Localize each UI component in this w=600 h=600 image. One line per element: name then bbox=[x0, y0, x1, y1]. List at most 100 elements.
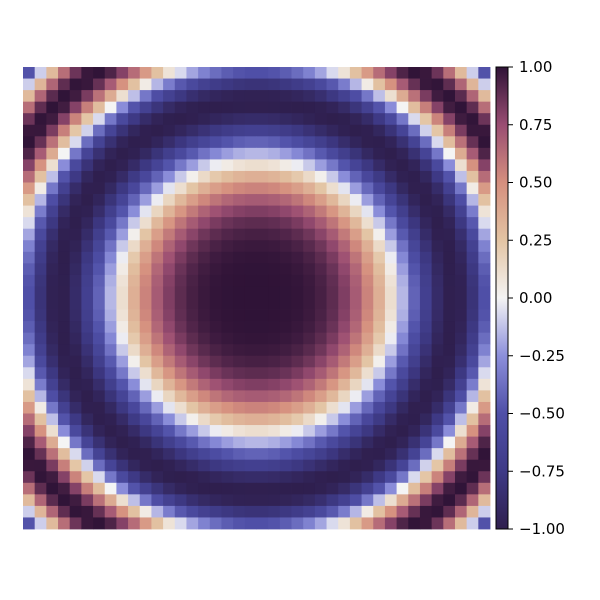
heatmap-cell bbox=[466, 286, 479, 299]
heatmap-cell bbox=[396, 205, 409, 218]
heatmap-cell bbox=[408, 413, 421, 426]
heatmap-cell bbox=[198, 194, 211, 206]
heatmap-cell bbox=[174, 159, 187, 172]
heatmap-cell bbox=[396, 274, 409, 287]
heatmap-cell bbox=[221, 67, 234, 79]
heatmap-cell bbox=[233, 425, 246, 437]
heatmap-cell bbox=[104, 425, 117, 437]
heatmap-cell bbox=[396, 505, 409, 518]
heatmap-cell bbox=[174, 113, 187, 126]
heatmap-cell bbox=[314, 263, 327, 276]
heatmap-cell bbox=[128, 147, 141, 160]
heatmap-cell bbox=[198, 136, 211, 149]
heatmap-cell bbox=[233, 459, 246, 472]
heatmap-cell bbox=[244, 274, 257, 287]
heatmap-cell bbox=[396, 228, 409, 241]
heatmap-cell bbox=[69, 159, 82, 172]
heatmap-cell bbox=[81, 378, 94, 391]
heatmap-cell bbox=[454, 90, 468, 103]
heatmap-cell bbox=[268, 113, 281, 126]
heatmap-cell bbox=[408, 355, 421, 368]
heatmap-cell bbox=[303, 390, 316, 403]
heatmap-cell bbox=[279, 332, 292, 345]
heatmap-cell bbox=[116, 90, 129, 103]
heatmap-cell bbox=[268, 159, 281, 172]
heatmap-cell bbox=[454, 436, 468, 449]
heatmap-cell bbox=[151, 309, 164, 322]
heatmap-cell bbox=[221, 147, 234, 160]
heatmap-cell bbox=[443, 251, 456, 264]
heatmap-cell bbox=[408, 90, 421, 103]
heatmap-cell bbox=[186, 448, 199, 461]
heatmap-cell bbox=[384, 147, 398, 160]
heatmap-cell bbox=[23, 67, 36, 79]
heatmap-cell bbox=[46, 101, 59, 114]
heatmap-cell bbox=[58, 240, 71, 253]
heatmap-cell bbox=[361, 240, 374, 253]
heatmap-cell bbox=[454, 471, 468, 484]
heatmap-cell bbox=[466, 425, 479, 437]
heatmap-cell bbox=[233, 194, 246, 206]
heatmap-cell bbox=[349, 425, 362, 437]
heatmap-cell bbox=[209, 321, 222, 334]
heatmap-cell bbox=[139, 425, 152, 437]
heatmap-cell bbox=[23, 482, 36, 495]
heatmap-cell bbox=[221, 482, 234, 495]
heatmap-cell bbox=[23, 159, 36, 172]
heatmap-cell bbox=[268, 286, 281, 299]
heatmap-cell bbox=[163, 471, 176, 484]
heatmap-cell bbox=[221, 240, 234, 253]
heatmap-cell bbox=[361, 459, 374, 472]
heatmap-cell bbox=[256, 228, 269, 241]
heatmap-cell bbox=[303, 332, 316, 345]
heatmap-cell bbox=[268, 263, 281, 276]
heatmap-cell bbox=[408, 425, 421, 437]
heatmap-cell bbox=[209, 228, 222, 241]
heatmap-cell bbox=[349, 205, 362, 218]
heatmap-cell bbox=[361, 471, 374, 484]
heatmap-cell bbox=[303, 159, 316, 172]
heatmap-cell bbox=[174, 67, 187, 79]
heatmap-cell bbox=[256, 240, 269, 253]
heatmap-cell bbox=[209, 505, 222, 518]
heatmap-cell bbox=[186, 205, 199, 218]
heatmap-cell bbox=[139, 101, 152, 114]
heatmap-cell bbox=[69, 170, 82, 183]
heatmap-cell bbox=[326, 378, 339, 391]
heatmap-cell bbox=[256, 78, 269, 91]
heatmap-cell bbox=[163, 425, 176, 437]
heatmap-cell bbox=[268, 90, 281, 103]
heatmap-cell bbox=[34, 332, 47, 345]
heatmap-cell bbox=[419, 251, 433, 264]
heatmap-cell bbox=[268, 505, 281, 518]
heatmap-cell bbox=[198, 425, 211, 437]
heatmap-cell bbox=[186, 78, 199, 91]
heatmap-cell bbox=[34, 367, 47, 380]
heatmap-cell bbox=[221, 309, 234, 322]
heatmap-cell bbox=[419, 401, 433, 414]
heatmap-cell bbox=[34, 147, 47, 160]
heatmap-cell bbox=[279, 78, 292, 91]
heatmap-cell bbox=[291, 482, 304, 495]
heatmap-cell bbox=[443, 482, 456, 495]
heatmap-cell bbox=[361, 367, 374, 380]
heatmap-cell bbox=[314, 101, 327, 114]
heatmap-cell bbox=[326, 217, 339, 230]
heatmap-cell bbox=[268, 401, 281, 414]
heatmap-cell bbox=[198, 182, 211, 195]
heatmap-cell bbox=[23, 425, 36, 437]
heatmap-cell bbox=[93, 228, 106, 241]
heatmap-cell bbox=[361, 390, 374, 403]
heatmap-cell bbox=[349, 263, 362, 276]
heatmap-cell bbox=[23, 332, 36, 345]
heatmap-cell bbox=[373, 217, 386, 230]
heatmap-cell bbox=[81, 217, 94, 230]
heatmap-cell bbox=[69, 482, 82, 495]
heatmap-cell bbox=[209, 90, 222, 103]
heatmap-cell bbox=[279, 228, 292, 241]
heatmap-cell bbox=[431, 298, 444, 310]
heatmap-cell bbox=[291, 101, 304, 114]
heatmap-cell bbox=[314, 159, 327, 172]
heatmap-cell bbox=[454, 482, 468, 495]
heatmap-cell bbox=[291, 159, 304, 172]
